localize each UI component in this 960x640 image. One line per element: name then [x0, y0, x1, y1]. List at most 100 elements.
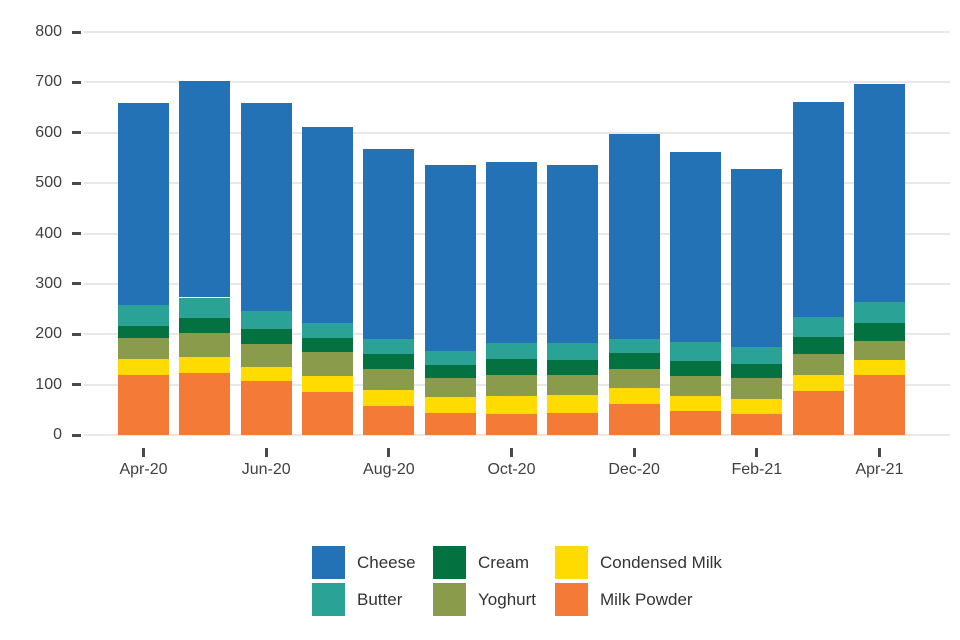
condensed-milk-segment: [301, 376, 353, 393]
yoghurt-segment: [792, 354, 844, 375]
y-tick-mark-600: [72, 131, 81, 135]
yoghurt-segment: [179, 333, 231, 357]
y-tick-mark-500: [72, 181, 81, 185]
gridline-0: [84, 434, 950, 436]
milk-powder-segment: [179, 373, 231, 435]
legend-label: Condensed Milk: [600, 552, 722, 572]
legend-label: Milk Powder: [600, 589, 693, 609]
yoghurt-segment: [485, 375, 537, 396]
yoghurt-segment: [669, 376, 721, 396]
bar-apr-21: [853, 32, 905, 435]
butter-segment: [608, 338, 660, 353]
cream-segment: [608, 352, 660, 370]
butter-segment: [731, 347, 783, 364]
x-tick-mark-apr-21: [877, 448, 881, 457]
y-tick-mark-100: [72, 383, 81, 387]
milk-powder-segment: [363, 405, 415, 435]
condensed-milk-segment: [179, 356, 231, 374]
condensed-milk-segment: [240, 367, 292, 382]
y-tick-label-0: 0: [53, 426, 62, 443]
milk-powder-segment: [424, 412, 476, 435]
butter-segment: [301, 322, 353, 338]
butter-segment: [179, 297, 231, 319]
cream-segment: [485, 358, 537, 376]
legend-swatch-milk-powder: [555, 583, 588, 616]
bar-jan-21: [669, 32, 721, 435]
milk-powder-segment: [485, 413, 537, 435]
bar-aug-20: [363, 32, 415, 435]
milk-powder-segment: [547, 412, 599, 435]
condensed-milk-segment: [424, 396, 476, 413]
cheese-segment: [301, 126, 353, 323]
cream-segment: [547, 359, 599, 376]
cream-segment: [792, 336, 844, 355]
butter-segment: [118, 305, 169, 327]
y-tick-mark-200: [72, 332, 81, 336]
bar-feb-21: [731, 32, 783, 435]
butter-segment: [363, 338, 415, 354]
legend-label: Butter: [357, 589, 403, 609]
yoghurt-segment: [547, 375, 599, 395]
yoghurt-segment: [608, 369, 660, 389]
y-tick-mark-0: [72, 433, 81, 437]
legend: Cheese Cream Condensed Milk Butter Yoghurt Mi…: [312, 546, 722, 616]
bar-mar-21: [792, 32, 844, 435]
bar-oct-20: [485, 32, 537, 435]
butter-segment: [792, 316, 844, 337]
x-tick-label-apr-21: Apr-21: [855, 461, 904, 478]
y-tick-label-200: 200: [35, 325, 62, 343]
cream-segment: [118, 326, 169, 339]
cream-segment: [301, 337, 353, 352]
condensed-milk-segment: [669, 395, 721, 411]
legend-item-butter: Butter: [312, 583, 433, 616]
y-tick-label-500: 500: [35, 174, 62, 192]
y-tick-label-100: 100: [35, 375, 62, 393]
cheese-segment: [424, 165, 476, 351]
milk-powder-segment: [669, 410, 721, 435]
milk-powder-segment: [731, 413, 783, 435]
milk-powder-segment: [240, 381, 292, 435]
legend-label: Cream: [478, 552, 530, 572]
cheese-segment: [731, 168, 783, 348]
cheese-segment: [240, 102, 292, 311]
butter-segment: [853, 302, 905, 324]
legend-item-cream: Cream: [433, 546, 555, 579]
legend-swatch-condensed-milk: [555, 546, 588, 579]
milk-powder-segment: [608, 404, 660, 435]
y-tick-label-700: 700: [35, 73, 62, 91]
y-tick-label-800: 800: [35, 23, 62, 40]
cheese-segment: [608, 134, 660, 339]
condensed-milk-segment: [118, 359, 169, 376]
x-tick-label-apr-20: Apr-20: [119, 461, 168, 478]
cheese-segment: [547, 165, 599, 343]
cream-segment: [731, 363, 783, 378]
x-tick-label-aug-20: Aug-20: [363, 461, 415, 478]
yoghurt-segment: [301, 351, 353, 377]
cream-segment: [424, 364, 476, 379]
yoghurt-segment: [240, 344, 292, 367]
butter-segment: [669, 341, 721, 361]
y-tick-label-300: 300: [35, 274, 62, 292]
gridline-800: [84, 31, 950, 33]
bar-jun-20: [240, 32, 292, 435]
legend-item-yoghurt: Yoghurt: [433, 583, 555, 616]
x-tick-label-oct-20: Oct-20: [487, 461, 536, 478]
x-tick-mark-aug-20: [387, 448, 391, 457]
butter-segment: [485, 342, 537, 359]
y-tick-label-400: 400: [35, 224, 62, 242]
cream-segment: [669, 360, 721, 377]
butter-segment: [240, 310, 292, 330]
cheese-segment: [118, 102, 169, 306]
x-tick-label-jun-20: Jun-20: [241, 461, 291, 478]
legend-item-milk-powder: Milk Powder: [555, 583, 722, 616]
cream-segment: [179, 318, 231, 334]
y-tick-mark-700: [72, 80, 81, 84]
condensed-milk-segment: [792, 374, 844, 392]
x-tick-mark-feb-21: [755, 448, 759, 457]
yoghurt-segment: [118, 338, 169, 360]
yoghurt-segment: [424, 378, 476, 397]
gridline-700: [84, 81, 950, 84]
x-tick-mark-jun-20: [264, 448, 268, 457]
y-tick-mark-400: [72, 232, 81, 235]
